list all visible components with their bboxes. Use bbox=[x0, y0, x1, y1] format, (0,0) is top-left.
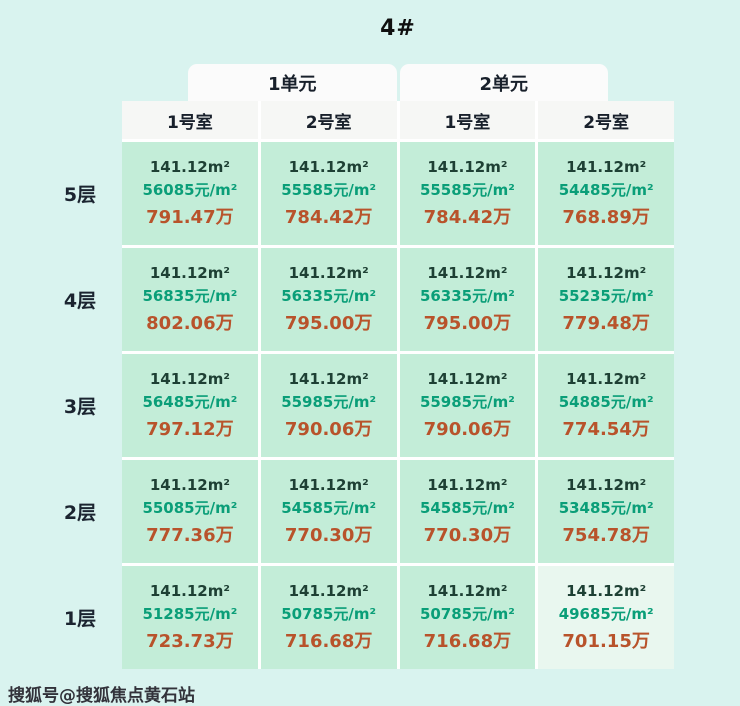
total-price-text: 716.68万 bbox=[423, 631, 512, 652]
price-cell: 141.12m² 56335元/m² 795.00万 bbox=[399, 248, 536, 351]
unit-price-text: 55585元/m² bbox=[419, 181, 515, 199]
price-cell: 141.12m² 56485元/m² 797.12万 bbox=[122, 354, 258, 457]
price-cell: 141.12m² 50785元/m² 716.68万 bbox=[260, 566, 397, 669]
area-text: 141.12m² bbox=[149, 158, 230, 176]
price-cell: 141.12m² 54485元/m² 768.89万 bbox=[538, 142, 674, 245]
unit-price-text: 56835元/m² bbox=[142, 287, 238, 305]
area-text: 141.12m² bbox=[566, 264, 647, 282]
price-cell-highlighted: 141.12m² 49685元/m² 701.15万 bbox=[538, 566, 674, 669]
unit-price-text: 55985元/m² bbox=[419, 393, 515, 411]
floor-label-4: 4层 bbox=[63, 290, 97, 312]
unit-price-text: 56335元/m² bbox=[281, 287, 377, 305]
unit-price-text: 55985元/m² bbox=[281, 393, 377, 411]
unit-price-text: 54585元/m² bbox=[281, 499, 377, 517]
floor-label-1: 1层 bbox=[63, 608, 97, 630]
area-text: 141.12m² bbox=[288, 158, 369, 176]
price-cell: 141.12m² 54885元/m² 774.54万 bbox=[538, 354, 674, 457]
unit-price-text: 55235元/m² bbox=[558, 287, 654, 305]
unit-price-text: 56335元/m² bbox=[419, 287, 515, 305]
building-title: 4# bbox=[380, 16, 416, 41]
total-price-text: 802.06万 bbox=[146, 313, 234, 334]
total-price-text: 797.12万 bbox=[146, 419, 234, 440]
unit-price-text: 53485元/m² bbox=[558, 499, 654, 517]
unit-price-text: 55085元/m² bbox=[142, 499, 238, 517]
price-cell: 141.12m² 50785元/m² 716.68万 bbox=[399, 566, 536, 669]
price-cell: 141.12m² 55585元/m² 784.42万 bbox=[260, 142, 397, 245]
total-price-text: 723.73万 bbox=[146, 631, 234, 652]
unit-price-text: 56085元/m² bbox=[142, 181, 238, 199]
area-text: 141.12m² bbox=[566, 158, 647, 176]
area-text: 141.12m² bbox=[288, 370, 369, 388]
unit-price-text: 56485元/m² bbox=[142, 393, 238, 411]
total-price-text: 784.42万 bbox=[284, 207, 373, 228]
unit-price-text: 54585元/m² bbox=[419, 499, 515, 517]
price-table: 1号室 2号室 1号室 2号室 141.12m² 56085元/m² 791.4… bbox=[122, 101, 674, 669]
total-price-text: 784.42万 bbox=[423, 207, 512, 228]
total-price-text: 779.48万 bbox=[562, 313, 650, 334]
area-text: 141.12m² bbox=[288, 264, 369, 282]
area-text: 141.12m² bbox=[288, 582, 369, 600]
price-cell: 141.12m² 56835元/m² 802.06万 bbox=[122, 248, 258, 351]
floor-label-3: 3层 bbox=[63, 396, 97, 418]
area-text: 141.12m² bbox=[427, 582, 508, 600]
room-header: 1号室 bbox=[399, 101, 536, 139]
total-price-text: 795.00万 bbox=[284, 313, 373, 334]
total-price-text: 777.36万 bbox=[146, 525, 234, 546]
total-price-text: 790.06万 bbox=[284, 419, 373, 440]
price-cell: 141.12m² 55235元/m² 779.48万 bbox=[538, 248, 674, 351]
price-cell: 141.12m² 54585元/m² 770.30万 bbox=[399, 460, 536, 563]
area-text: 141.12m² bbox=[288, 476, 369, 494]
unit-price-text: 54885元/m² bbox=[558, 393, 654, 411]
total-price-text: 754.78万 bbox=[562, 525, 650, 546]
area-text: 141.12m² bbox=[149, 582, 230, 600]
total-price-text: 791.47万 bbox=[146, 207, 234, 228]
unit-price-text: 50785元/m² bbox=[281, 605, 377, 623]
total-price-text: 768.89万 bbox=[562, 207, 650, 228]
unit-price-text: 50785元/m² bbox=[419, 605, 515, 623]
area-text: 141.12m² bbox=[149, 476, 230, 494]
total-price-text: 790.06万 bbox=[423, 419, 512, 440]
area-text: 141.12m² bbox=[566, 370, 647, 388]
price-cell: 141.12m² 56085元/m² 791.47万 bbox=[122, 142, 258, 245]
price-cell: 141.12m² 55585元/m² 784.42万 bbox=[399, 142, 536, 245]
total-price-text: 770.30万 bbox=[423, 525, 512, 546]
unit-price-text: 55585元/m² bbox=[281, 181, 377, 199]
room-header: 2号室 bbox=[538, 101, 674, 139]
area-text: 141.12m² bbox=[427, 370, 508, 388]
room-header: 2号室 bbox=[260, 101, 397, 139]
room-header: 1号室 bbox=[122, 101, 258, 139]
total-price-text: 795.00万 bbox=[423, 313, 512, 334]
area-text: 141.12m² bbox=[566, 582, 647, 600]
price-cell: 141.12m² 54585元/m² 770.30万 bbox=[260, 460, 397, 563]
unit-price-text: 49685元/m² bbox=[558, 605, 654, 623]
price-cell: 141.12m² 55985元/m² 790.06万 bbox=[399, 354, 536, 457]
unit-tab-1: 1单元 bbox=[188, 64, 397, 101]
unit-price-text: 54485元/m² bbox=[558, 181, 654, 199]
floor-label-2: 2层 bbox=[63, 502, 97, 524]
price-cell: 141.12m² 53485元/m² 754.78万 bbox=[538, 460, 674, 563]
total-price-text: 716.68万 bbox=[284, 631, 373, 652]
unit-header-row: 1单元 2单元 bbox=[188, 64, 608, 101]
area-text: 141.12m² bbox=[427, 158, 508, 176]
area-text: 141.12m² bbox=[427, 264, 508, 282]
price-cell: 141.12m² 55985元/m² 790.06万 bbox=[260, 354, 397, 457]
area-text: 141.12m² bbox=[149, 370, 230, 388]
unit-tab-2: 2单元 bbox=[399, 64, 608, 101]
price-cell: 141.12m² 56335元/m² 795.00万 bbox=[260, 248, 397, 351]
total-price-text: 701.15万 bbox=[562, 631, 650, 652]
floor-label-5: 5层 bbox=[63, 184, 97, 206]
watermark-text: 搜狐号@搜狐焦点黄石站 bbox=[8, 686, 195, 706]
area-text: 141.12m² bbox=[427, 476, 508, 494]
price-cell: 141.12m² 55085元/m² 777.36万 bbox=[122, 460, 258, 563]
price-cell: 141.12m² 51285元/m² 723.73万 bbox=[122, 566, 258, 669]
unit-price-text: 51285元/m² bbox=[142, 605, 238, 623]
total-price-text: 774.54万 bbox=[562, 419, 650, 440]
area-text: 141.12m² bbox=[566, 476, 647, 494]
total-price-text: 770.30万 bbox=[284, 525, 373, 546]
area-text: 141.12m² bbox=[149, 264, 230, 282]
